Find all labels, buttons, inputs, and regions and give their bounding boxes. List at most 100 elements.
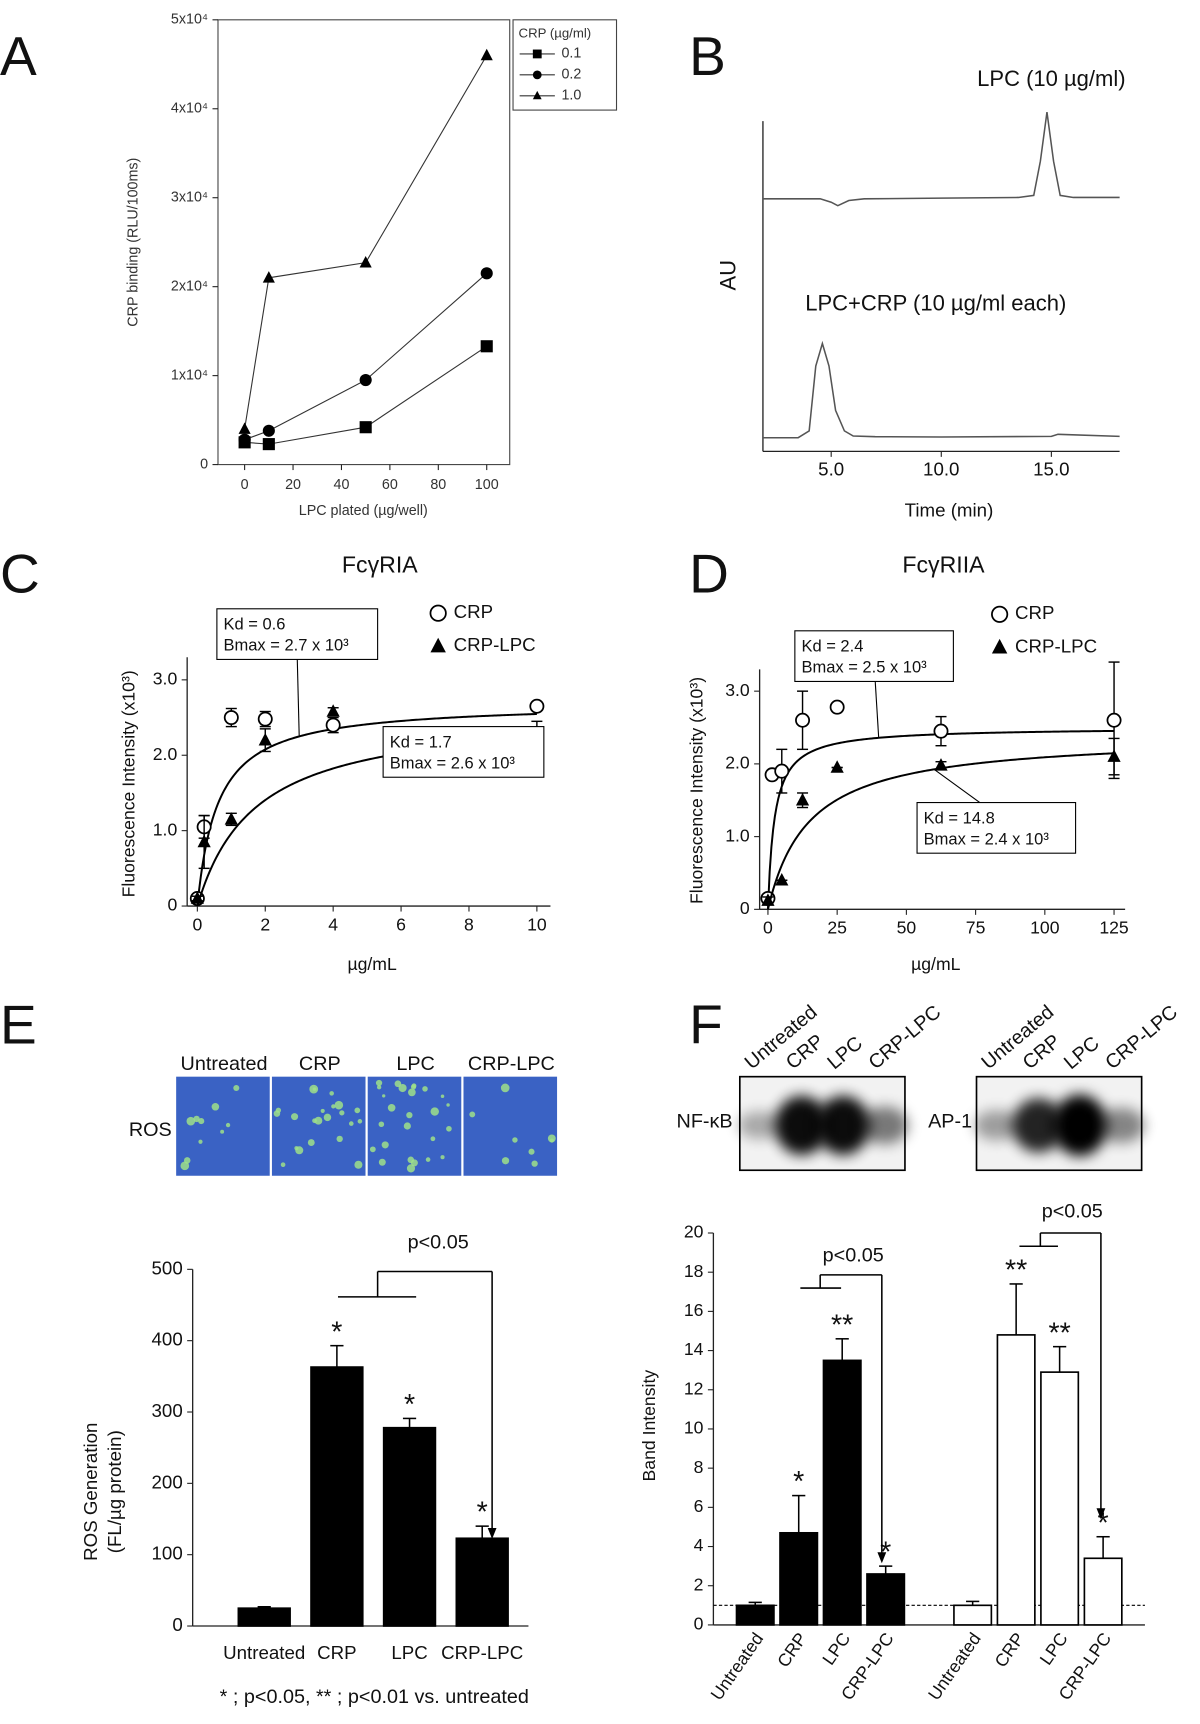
y-tick-label: 0 bbox=[167, 895, 177, 915]
x-axis-label: µg/mL bbox=[911, 954, 961, 974]
fit-curve bbox=[196, 713, 537, 907]
y-tick-label: 500 bbox=[152, 1257, 183, 1278]
chart-title: FcγRIA bbox=[342, 551, 418, 577]
significance-marker: * bbox=[331, 1316, 342, 1348]
bmax-label: Bmax = 2.5 x 10³ bbox=[801, 659, 927, 677]
y-tick-label: 1.0 bbox=[725, 825, 750, 845]
panel-label: F bbox=[689, 994, 723, 1056]
cell-spot bbox=[180, 1161, 190, 1171]
cell-spot bbox=[320, 1108, 325, 1113]
y-tick-label: 300 bbox=[152, 1400, 183, 1421]
y-tick-label: 4x10⁴ bbox=[171, 101, 208, 117]
marker bbox=[795, 712, 811, 728]
y-axis-label: AU bbox=[715, 260, 740, 291]
x-tick-label: 50 bbox=[897, 918, 917, 938]
cell-spot bbox=[531, 1160, 538, 1167]
marker bbox=[529, 698, 545, 714]
cell-spot bbox=[408, 1088, 416, 1097]
cell-spot bbox=[422, 1086, 428, 1092]
bar bbox=[953, 1604, 993, 1626]
cell-spot bbox=[549, 1138, 554, 1143]
marker bbox=[933, 723, 949, 739]
y-tick-label: 8 bbox=[694, 1457, 704, 1477]
cell-spot bbox=[329, 1091, 334, 1096]
cell-spot bbox=[312, 1118, 317, 1124]
cell-spot bbox=[273, 1110, 281, 1117]
marker bbox=[761, 893, 775, 906]
x-tick-label: 15.0 bbox=[1033, 459, 1069, 480]
micrograph bbox=[271, 1076, 366, 1176]
x-tick-label: Untreated bbox=[223, 1642, 305, 1663]
significance-marker: * bbox=[404, 1389, 415, 1421]
cell-spot bbox=[446, 1103, 450, 1107]
y-tick-label: 1x10⁴ bbox=[171, 367, 208, 383]
cell-spot bbox=[500, 1083, 510, 1093]
cell-spot bbox=[220, 1129, 225, 1134]
x-tick-label: 40 bbox=[334, 477, 350, 493]
cell-spot bbox=[446, 1125, 452, 1132]
bar bbox=[1083, 1557, 1123, 1626]
leader-line bbox=[296, 658, 300, 737]
cell-spot bbox=[198, 1139, 203, 1144]
marker bbox=[1107, 749, 1121, 762]
cell-spot bbox=[440, 1155, 445, 1160]
x-tick-label: CRP-LPC bbox=[441, 1642, 523, 1663]
x-tick-label: 4 bbox=[328, 914, 338, 934]
y-axis-label: Band Intensity bbox=[639, 1370, 659, 1482]
y-tick-label: 3.0 bbox=[153, 669, 178, 689]
cell-spot bbox=[331, 1104, 336, 1109]
kd-label: Kd = 14.8 bbox=[924, 809, 995, 827]
y-axis-label: ROS Generation bbox=[80, 1423, 101, 1561]
y-tick-label: 16 bbox=[684, 1300, 704, 1320]
significance-marker: * bbox=[793, 1466, 804, 1498]
cell-spot bbox=[295, 1146, 304, 1155]
x-tick-label: 100 bbox=[1030, 918, 1060, 938]
significance-annotation: p<0.05 bbox=[823, 1245, 884, 1267]
bar bbox=[822, 1359, 862, 1626]
gel-band bbox=[1052, 1094, 1107, 1157]
x-tick-label: LPC bbox=[391, 1642, 427, 1663]
marker bbox=[262, 271, 275, 283]
cell-spot bbox=[378, 1158, 386, 1166]
cell-spot bbox=[354, 1160, 363, 1169]
bar bbox=[735, 1604, 775, 1626]
micrograph bbox=[463, 1076, 558, 1176]
y-tick-label: 2x10⁴ bbox=[171, 278, 208, 294]
gel-label: AP-1 bbox=[928, 1110, 972, 1132]
marker bbox=[359, 374, 372, 387]
chart-title: FcγRIIA bbox=[902, 551, 985, 577]
series-line bbox=[244, 345, 488, 445]
cell-spot bbox=[339, 1110, 345, 1116]
y-tick-label: 4 bbox=[694, 1535, 704, 1555]
cell-spot bbox=[307, 1139, 315, 1146]
significance-annotation: p<0.05 bbox=[408, 1231, 469, 1253]
marker bbox=[430, 637, 446, 653]
annotation-box bbox=[916, 802, 1077, 854]
gel-band bbox=[1012, 1098, 1065, 1153]
series-line bbox=[762, 340, 1120, 439]
cell-spot bbox=[501, 1157, 510, 1165]
legend-label: CRP-LPC bbox=[454, 634, 536, 655]
cell-spot bbox=[387, 1103, 396, 1112]
x-tick-label: 8 bbox=[464, 914, 474, 934]
cell-spot bbox=[469, 1111, 476, 1118]
marker bbox=[830, 760, 844, 773]
y-axis-label: Fluorescence Intensity (x10³) bbox=[686, 677, 706, 904]
cell-spot bbox=[357, 1119, 363, 1124]
x-tick-label: 10 bbox=[527, 914, 547, 934]
x-tick-label: 0 bbox=[241, 477, 249, 493]
panel-label: E bbox=[0, 994, 37, 1056]
cell-spot bbox=[512, 1137, 518, 1143]
panel-label: C bbox=[0, 542, 40, 604]
marker bbox=[795, 792, 810, 806]
bracket-arrow bbox=[487, 1528, 497, 1540]
bmax-label: Bmax = 2.6 x 10³ bbox=[390, 754, 516, 772]
marker bbox=[224, 812, 238, 825]
x-tick-label: 25 bbox=[827, 918, 847, 938]
cell-spot bbox=[348, 1121, 354, 1126]
bar bbox=[779, 1531, 819, 1626]
cell-spot bbox=[398, 1083, 407, 1093]
x-tick-label: 60 bbox=[382, 477, 398, 493]
y-axis-label: CRP binding (RLU/100ms) bbox=[126, 158, 142, 327]
y-tick-label: 6 bbox=[694, 1496, 704, 1516]
